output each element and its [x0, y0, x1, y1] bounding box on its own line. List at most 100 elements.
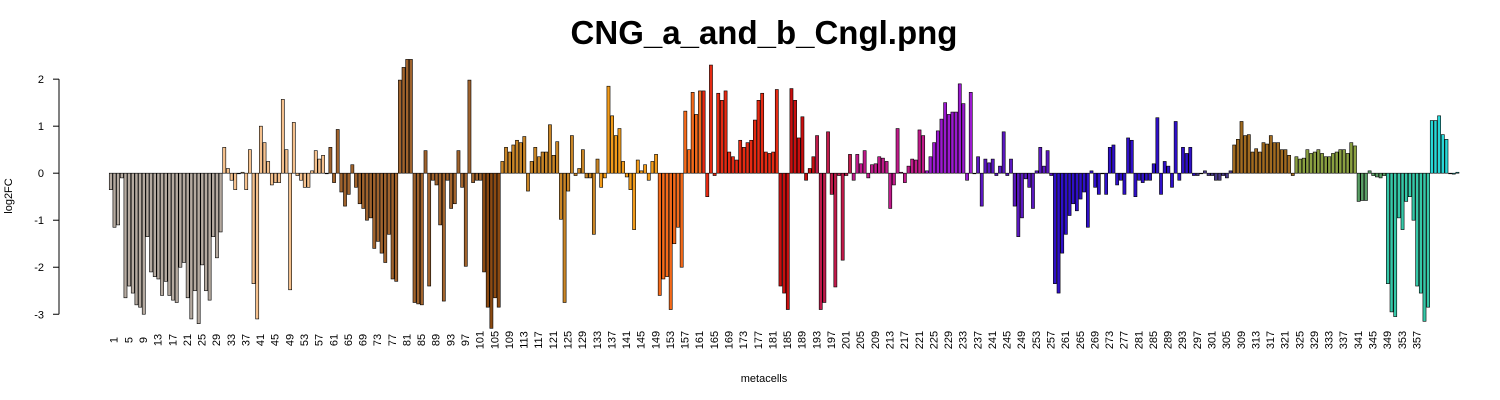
- x-tick-label: 313: [1250, 331, 1262, 349]
- bar-metacell-50: [288, 172, 292, 291]
- bar-metacell-196: [822, 172, 827, 303]
- x-tick-label: 209: [870, 331, 882, 349]
- bar-metacell-5: [123, 172, 128, 299]
- bar-metacell-276: [1115, 172, 1119, 186]
- x-tick-label: 73: [372, 334, 384, 346]
- bar-metacell-166: [712, 172, 717, 176]
- bar-metacell-152: [661, 172, 666, 280]
- bar-metacell-212: [881, 157, 885, 174]
- bar-metacell-65: [343, 172, 347, 207]
- x-tick-label: 233: [958, 331, 970, 349]
- bar-metacell-117: [533, 147, 538, 174]
- bar-metacell-320: [1276, 142, 1280, 174]
- x-tick-label: 145: [636, 331, 648, 349]
- bar-metacell-18: [171, 172, 175, 301]
- bar-metacell-321: [1279, 149, 1284, 174]
- x-tick-label: 13: [153, 334, 165, 346]
- bar-metacell-329: [1309, 153, 1313, 174]
- bar-metacell-82: [405, 59, 410, 174]
- bar-metacell-256: [1042, 165, 1046, 174]
- bar-metacell-345: [1367, 170, 1372, 174]
- bar-metacell-60: [324, 172, 329, 175]
- bar-metacell-273: [1104, 172, 1108, 195]
- bar-metacell-162: [698, 90, 702, 174]
- bar-metacell-63: [335, 129, 340, 174]
- bar-metacell-222: [917, 129, 922, 174]
- x-tick-label: 109: [504, 331, 516, 349]
- bar-metacell-184: [778, 172, 783, 287]
- bar-metacell-225: [928, 156, 933, 174]
- x-tick-label: 189: [797, 331, 809, 349]
- bar-metacell-85: [416, 172, 421, 305]
- x-tick-label: 45: [270, 334, 282, 346]
- bar-metacell-340: [1349, 142, 1354, 174]
- bar-metacell-31: [218, 172, 223, 233]
- bar-metacell-343: [1360, 172, 1365, 201]
- x-tick-label: 177: [753, 331, 765, 349]
- bar-metacell-46: [273, 172, 278, 183]
- bar-metacell-279: [1126, 137, 1130, 174]
- bar-metacell-144: [632, 172, 636, 230]
- bar-metacell-357: [1411, 172, 1416, 221]
- bar-metacell-361: [1426, 172, 1430, 308]
- bar-metacell-322: [1283, 149, 1288, 174]
- x-tick-label: 93: [445, 334, 457, 346]
- x-tick-label: 341: [1353, 331, 1365, 349]
- bar-metacell-6: [127, 172, 131, 287]
- bar-metacell-21: [182, 172, 186, 263]
- bar-metacell-365: [1440, 134, 1445, 174]
- bar-metacell-204: [851, 172, 856, 181]
- bar-metacell-267: [1082, 172, 1087, 193]
- bar-metacell-11: [145, 172, 150, 237]
- bar-metacell-305: [1221, 172, 1226, 176]
- bar-metacell-237: [972, 172, 977, 175]
- bar-metacell-28: [207, 172, 212, 301]
- bar-metacell-336: [1334, 151, 1339, 174]
- bar-metacell-68: [354, 172, 358, 188]
- bar-metacell-150: [654, 154, 658, 174]
- x-tick-label: 337: [1338, 331, 1350, 349]
- bar-metacell-197: [826, 131, 830, 174]
- bar-metacell-89: [430, 172, 435, 181]
- bar-metacell-350: [1386, 172, 1390, 284]
- bar-metacell-274: [1107, 147, 1112, 174]
- bar-metacell-114: [522, 136, 527, 174]
- y-tick-label: -3: [34, 309, 44, 321]
- bar-metacell-75: [379, 172, 384, 254]
- bar-metacell-335: [1331, 153, 1335, 174]
- x-tick-label: 217: [899, 331, 911, 349]
- bar-metacell-102: [478, 172, 483, 181]
- bar-metacell-254: [1034, 170, 1039, 174]
- bar-metacell-270: [1093, 172, 1098, 188]
- bar-metacell-53: [299, 172, 303, 181]
- bar-metacell-306: [1225, 172, 1229, 179]
- bar-metacell-300: [1203, 170, 1207, 174]
- bar-metacell-367: [1448, 172, 1452, 175]
- bar-metacell-349: [1382, 172, 1387, 176]
- bar-metacell-285: [1148, 172, 1152, 181]
- bar-metacell-180: [763, 151, 768, 174]
- bar-metacell-201: [840, 172, 845, 261]
- bar-metacell-318: [1268, 135, 1273, 174]
- bar-metacell-287: [1155, 117, 1160, 174]
- x-tick-label: 321: [1280, 331, 1292, 349]
- bar-metacell-281: [1133, 172, 1138, 198]
- bar-metacell-206: [859, 163, 863, 174]
- x-tick-label: 185: [782, 331, 794, 349]
- y-tick-label: 1: [38, 121, 44, 133]
- bar-metacell-156: [676, 172, 680, 228]
- bar-metacell-64: [339, 172, 344, 193]
- x-tick-label: 49: [284, 334, 296, 346]
- bar-metacell-262: [1064, 172, 1068, 235]
- bar-metacell-231: [950, 111, 955, 174]
- x-tick-label: 5: [123, 337, 135, 343]
- bar-metacell-280: [1129, 139, 1134, 174]
- x-tick-label: 293: [1177, 331, 1189, 349]
- x-tick-label: 133: [592, 331, 604, 349]
- bar-metacell-48: [280, 99, 285, 174]
- bar-metacell-194: [815, 135, 819, 174]
- bar-metacell-226: [932, 142, 937, 174]
- bar-metacell-76: [383, 172, 388, 263]
- bar-metacell-128: [573, 172, 578, 176]
- bar-metacell-271: [1096, 172, 1101, 195]
